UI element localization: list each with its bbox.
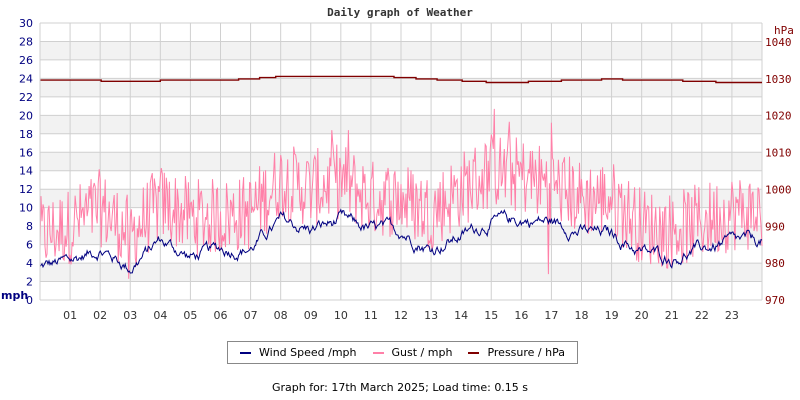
legend-label-gust: Gust / mph <box>391 346 453 359</box>
left-axis-tick: 16 <box>19 146 33 159</box>
left-axis-tick: 0 <box>26 294 33 307</box>
left-axis-tick: 2 <box>26 276 33 289</box>
x-axis-tick: 08 <box>274 309 288 322</box>
x-axis-hours: 01 02 03 04 05 06 07 08 09 10 11 12 13 14 15 16 17 18 19 20… <box>63 309 739 322</box>
legend-item-pressure: Pressure / hPa <box>468 346 565 359</box>
x-axis-tick: 05 <box>183 309 197 322</box>
x-axis-tick: 20 <box>635 309 649 322</box>
chart-legend: Wind Speed /mph Gust / mph Pressure / hP… <box>227 341 578 364</box>
x-axis-tick: 06 <box>214 309 228 322</box>
left-axis-tick: 22 <box>19 91 33 104</box>
left-axis-tick: 26 <box>19 54 33 67</box>
x-axis-tick: 04 <box>153 309 167 322</box>
legend-item-wind-speed: Wind Speed /mph <box>240 346 357 359</box>
right-axis-tick: 1010 <box>765 147 792 160</box>
x-axis-tick: 03 <box>123 309 137 322</box>
x-axis-tick: 02 <box>93 309 107 322</box>
gust-series-line <box>39 108 763 279</box>
right-axis-tick: 970 <box>765 294 785 307</box>
left-axis-tick: 28 <box>19 35 33 48</box>
load-time-value: 0.15 s <box>494 381 529 394</box>
left-axis-tick: 10 <box>19 202 33 215</box>
left-axis-tick: 14 <box>19 165 33 178</box>
left-axis-tick: 4 <box>26 257 33 270</box>
graph-for-label: Graph for: <box>271 381 328 394</box>
x-axis-tick: 21 <box>665 309 679 322</box>
x-axis-tick: 19 <box>605 309 619 322</box>
right-axis-tick: 990 <box>765 220 785 233</box>
x-axis-tick: 07 <box>244 309 258 322</box>
x-axis-tick: 15 <box>484 309 498 322</box>
right-axis-unit: hPa <box>774 24 794 37</box>
x-axis-tick: 01 <box>63 309 77 322</box>
chart-gridlines <box>40 22 763 301</box>
x-axis-tick: 18 <box>575 309 589 322</box>
right-axis-tick: 1030 <box>765 73 792 86</box>
x-axis-tick: 11 <box>364 309 378 322</box>
legend-label-wind-speed: Wind Speed /mph <box>259 346 357 359</box>
load-time-label: Load time: <box>432 381 491 394</box>
x-axis-tick: 13 <box>424 309 438 322</box>
left-axis-tick: 20 <box>19 109 33 122</box>
wind-speed-series-line <box>39 208 763 274</box>
x-axis-tick: 17 <box>544 309 558 322</box>
left-axis-tick: 6 <box>26 239 33 252</box>
wind-speed-swatch-icon <box>240 351 251 354</box>
pressure-swatch-icon <box>468 351 480 354</box>
chart-series <box>39 75 763 279</box>
x-axis-tick: 09 <box>304 309 318 322</box>
x-axis-tick: 23 <box>725 309 739 322</box>
left-axis-tick: 8 <box>26 220 33 233</box>
pressure-series-line <box>40 75 762 84</box>
x-axis-tick: 16 <box>514 309 528 322</box>
gust-swatch-icon <box>372 351 384 354</box>
left-axis-tick: 24 <box>19 72 33 85</box>
right-axis-tick: 1000 <box>765 183 792 196</box>
chart-title: Daily graph of Weather <box>327 6 473 19</box>
x-axis-tick: 12 <box>394 309 408 322</box>
left-axis-tick: 12 <box>19 183 33 196</box>
legend-item-gust: Gust / mph <box>372 346 453 359</box>
x-axis-tick: 10 <box>334 309 348 322</box>
x-axis-tick: 14 <box>454 309 468 322</box>
right-axis-tick: 1020 <box>765 110 792 123</box>
left-axis-tick: 30 <box>19 17 33 30</box>
footer-info: Graph for: 17th March 2025; Load time: 0… <box>0 381 800 394</box>
left-axis-unit: mph <box>1 289 28 302</box>
right-axis-tick: 980 <box>765 257 785 270</box>
graph-date: 17th March 2025; <box>331 381 429 394</box>
legend-label-pressure: Pressure / hPa <box>487 346 565 359</box>
left-axis-tick: 18 <box>19 128 33 141</box>
x-axis-tick: 22 <box>695 309 709 322</box>
right-axis-tick: 1040 <box>765 36 792 49</box>
